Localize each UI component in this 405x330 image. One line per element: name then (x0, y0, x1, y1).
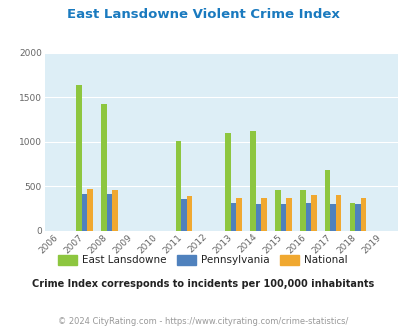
Bar (335, 195, 341, 231)
Bar (181, 199, 186, 231)
Bar (112, 190, 117, 231)
Text: © 2024 CityRating.com - https://www.cityrating.com/crime-statistics/: © 2024 CityRating.com - https://www.city… (58, 317, 347, 326)
Bar (310, 195, 316, 231)
Bar (330, 204, 335, 231)
Bar (349, 203, 354, 231)
Bar (324, 170, 330, 231)
Bar (87, 189, 92, 231)
Bar (354, 204, 360, 231)
Text: East Lansdowne Violent Crime Index: East Lansdowne Violent Crime Index (66, 8, 339, 21)
Bar (81, 194, 87, 231)
Bar (261, 198, 266, 231)
Bar (280, 204, 286, 231)
Bar (175, 142, 181, 231)
Bar (101, 105, 107, 231)
Bar (255, 204, 261, 231)
Bar (299, 190, 305, 231)
Text: Crime Index corresponds to incidents per 100,000 inhabitants: Crime Index corresponds to incidents per… (32, 279, 373, 289)
Bar (236, 198, 241, 231)
Legend: East Lansdowne, Pennsylvania, National: East Lansdowne, Pennsylvania, National (54, 251, 351, 270)
Bar (225, 133, 230, 231)
Bar (286, 198, 291, 231)
Bar (250, 131, 255, 231)
Bar (360, 198, 365, 231)
Bar (107, 194, 112, 231)
Bar (76, 85, 81, 231)
Bar (230, 203, 236, 231)
Bar (305, 203, 310, 231)
Bar (186, 196, 192, 231)
Bar (275, 190, 280, 231)
